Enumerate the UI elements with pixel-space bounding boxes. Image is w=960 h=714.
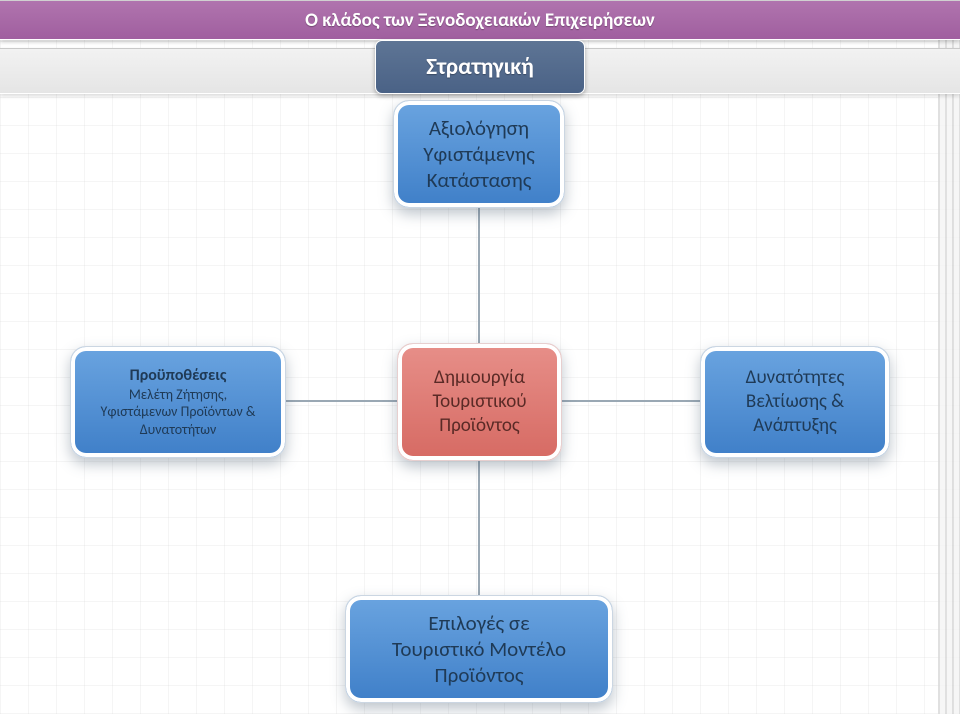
node-options-line2: Τουριστικό Μοντέλο bbox=[392, 636, 566, 662]
node-opportunities-line2: Βελτίωσης & bbox=[746, 390, 844, 414]
node-prerequisites-line2: Υφιστάμενων Προϊόντων & bbox=[101, 403, 256, 421]
node-opportunities-line1: Δυνατότητες bbox=[746, 366, 845, 390]
node-options: Επιλογές σε Τουριστικό Μοντέλο Προϊόντος bbox=[345, 595, 613, 703]
node-creation-line1: Δημιουργία bbox=[434, 366, 525, 390]
connector-top-center bbox=[478, 202, 480, 348]
subtitle-text: Στρατηγική bbox=[426, 53, 534, 81]
node-options-line1: Επιλογές σε bbox=[428, 610, 529, 636]
node-opportunities: Δυνατότητες Βελτίωσης & Ανάπτυξης bbox=[700, 346, 890, 458]
subtitle-pill: Στρατηγική bbox=[375, 40, 585, 94]
node-evaluation-line2: Υφιστάμενης bbox=[423, 141, 534, 167]
node-opportunities-line3: Ανάπτυξης bbox=[753, 414, 837, 438]
node-creation-line3: Προϊόντος bbox=[439, 414, 519, 438]
diagram-canvas: Αξιολόγηση Υφιστάμενης Κατάστασης Προϋπο… bbox=[0, 0, 960, 714]
node-prerequisites-title: Προϋποθέσεις bbox=[130, 366, 227, 386]
node-creation: Δημιουργία Τουριστικού Προϊόντος bbox=[397, 343, 562, 461]
node-creation-line2: Τουριστικού bbox=[433, 390, 527, 414]
connector-bottom-center bbox=[478, 455, 480, 601]
node-evaluation: Αξιολόγηση Υφιστάμενης Κατάστασης bbox=[393, 100, 565, 208]
node-evaluation-line3: Κατάστασης bbox=[427, 167, 532, 193]
node-prerequisites-line3: Δυνατοτήτων bbox=[140, 421, 216, 439]
node-evaluation-line1: Αξιολόγηση bbox=[429, 115, 529, 141]
node-prerequisites-line1: Μελέτη Ζήτησης, bbox=[129, 386, 227, 404]
node-options-line3: Προϊόντος bbox=[435, 662, 524, 688]
node-prerequisites: Προϋποθέσεις Μελέτη Ζήτησης, Υφιστάμενων… bbox=[70, 346, 286, 458]
connector-left-center bbox=[282, 400, 400, 402]
connector-right-center bbox=[558, 400, 704, 402]
